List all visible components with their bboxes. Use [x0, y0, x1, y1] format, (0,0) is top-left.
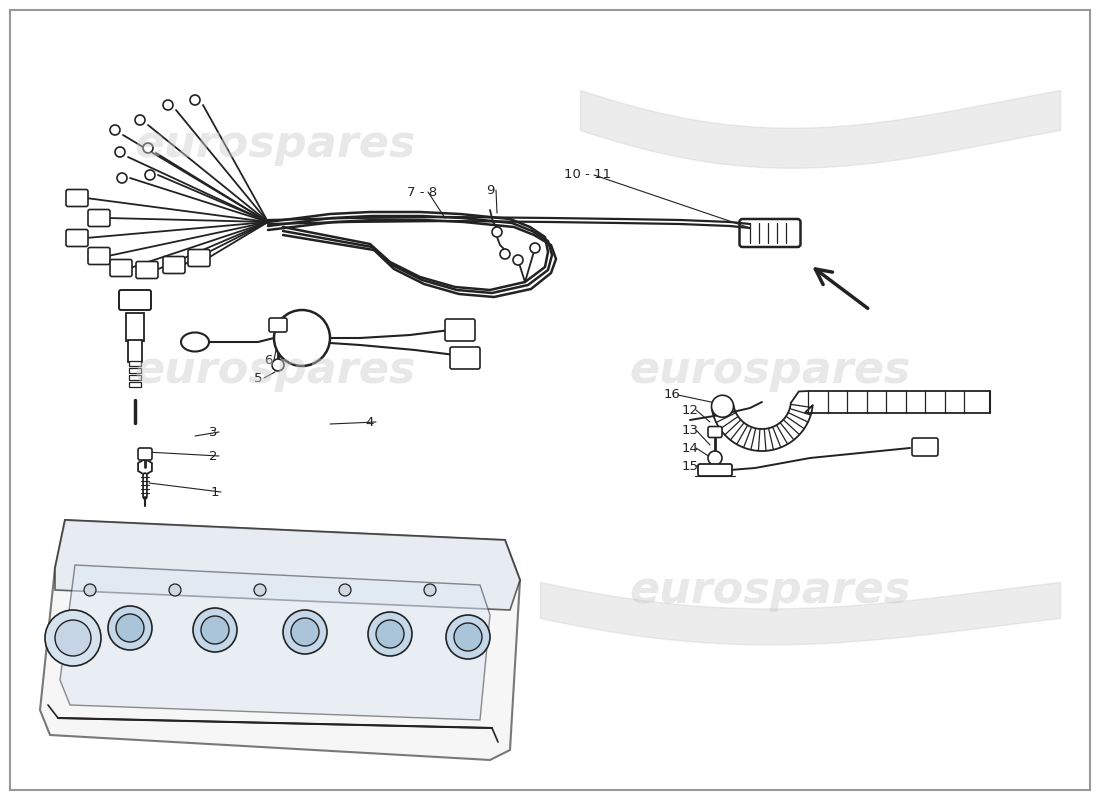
Text: 3: 3	[209, 426, 218, 438]
Text: 4: 4	[366, 415, 374, 429]
Circle shape	[254, 584, 266, 596]
Circle shape	[283, 610, 327, 654]
Circle shape	[135, 115, 145, 125]
Circle shape	[272, 359, 284, 371]
Text: 16: 16	[663, 389, 681, 402]
Circle shape	[169, 584, 182, 596]
FancyBboxPatch shape	[119, 290, 151, 310]
Circle shape	[117, 173, 126, 183]
Circle shape	[190, 95, 200, 105]
Circle shape	[376, 620, 404, 648]
Text: 9: 9	[486, 183, 494, 197]
Circle shape	[424, 584, 436, 596]
Bar	[126, 313, 144, 341]
Ellipse shape	[182, 333, 209, 351]
Circle shape	[192, 608, 236, 652]
Bar	[129, 375, 141, 380]
Circle shape	[368, 612, 412, 656]
Text: 5: 5	[254, 371, 262, 385]
Circle shape	[339, 584, 351, 596]
Text: 6: 6	[264, 354, 272, 366]
Text: 12: 12	[682, 403, 698, 417]
Text: eurospares: eurospares	[629, 569, 911, 611]
Text: eurospares: eurospares	[134, 349, 416, 391]
Circle shape	[145, 170, 155, 180]
Polygon shape	[60, 565, 490, 720]
Polygon shape	[139, 459, 152, 475]
FancyBboxPatch shape	[88, 210, 110, 226]
Text: eurospares: eurospares	[629, 349, 911, 391]
Bar	[129, 382, 141, 387]
Text: 1: 1	[211, 486, 219, 498]
Circle shape	[712, 395, 734, 418]
Circle shape	[116, 614, 144, 642]
Text: 10 - 11: 10 - 11	[564, 169, 612, 182]
Circle shape	[513, 255, 522, 265]
Circle shape	[708, 451, 722, 465]
FancyBboxPatch shape	[446, 319, 475, 341]
FancyBboxPatch shape	[66, 230, 88, 246]
Circle shape	[201, 616, 229, 644]
Text: eurospares: eurospares	[134, 123, 416, 166]
FancyBboxPatch shape	[912, 438, 938, 456]
Circle shape	[143, 143, 153, 153]
Polygon shape	[55, 520, 520, 610]
Circle shape	[55, 620, 91, 656]
FancyBboxPatch shape	[136, 262, 158, 278]
Circle shape	[108, 606, 152, 650]
FancyBboxPatch shape	[270, 318, 287, 332]
Bar	[128, 340, 142, 362]
Text: 7 - 8: 7 - 8	[407, 186, 437, 198]
Circle shape	[500, 249, 510, 259]
FancyBboxPatch shape	[450, 347, 480, 369]
Polygon shape	[40, 520, 520, 760]
Text: 15: 15	[682, 459, 698, 473]
Circle shape	[116, 147, 125, 157]
Circle shape	[454, 623, 482, 651]
Circle shape	[163, 100, 173, 110]
Text: 2: 2	[209, 450, 218, 462]
Circle shape	[530, 243, 540, 253]
FancyBboxPatch shape	[739, 219, 801, 247]
Text: 14: 14	[682, 442, 698, 454]
Circle shape	[84, 584, 96, 596]
Bar	[129, 368, 141, 373]
FancyBboxPatch shape	[88, 247, 110, 265]
FancyBboxPatch shape	[163, 257, 185, 274]
Circle shape	[492, 227, 502, 237]
Circle shape	[45, 610, 101, 666]
FancyBboxPatch shape	[188, 250, 210, 266]
Circle shape	[446, 615, 490, 659]
FancyBboxPatch shape	[66, 190, 88, 206]
Bar	[129, 361, 141, 366]
Circle shape	[274, 310, 330, 366]
FancyBboxPatch shape	[708, 426, 722, 438]
Circle shape	[292, 618, 319, 646]
Circle shape	[110, 125, 120, 135]
FancyBboxPatch shape	[110, 259, 132, 277]
FancyBboxPatch shape	[698, 464, 732, 476]
Text: 13: 13	[682, 423, 698, 437]
FancyBboxPatch shape	[138, 448, 152, 460]
